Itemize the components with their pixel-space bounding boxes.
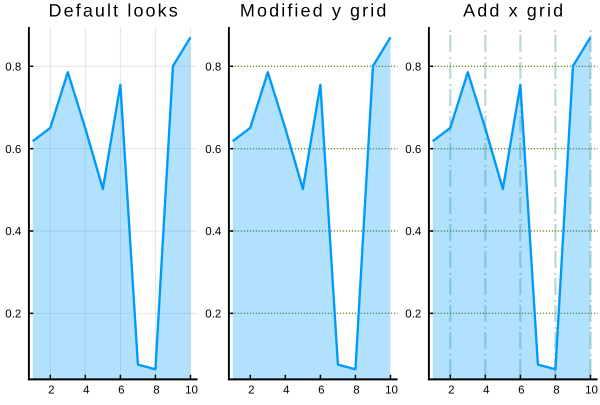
svg-text:Add x grid: Add x grid — [463, 1, 565, 21]
svg-text:4: 4 — [483, 385, 490, 397]
svg-text:6: 6 — [118, 385, 124, 397]
svg-text:2: 2 — [448, 385, 454, 397]
svg-text:0.6: 0.6 — [5, 144, 21, 156]
svg-text:2: 2 — [48, 385, 54, 397]
svg-text:6: 6 — [318, 385, 324, 397]
svg-text:0.2: 0.2 — [205, 308, 221, 320]
svg-text:0.8: 0.8 — [205, 61, 221, 73]
svg-text:10: 10 — [585, 385, 598, 397]
svg-text:8: 8 — [153, 385, 159, 397]
svg-text:0.2: 0.2 — [405, 308, 421, 320]
svg-text:0.8: 0.8 — [5, 61, 21, 73]
svg-text:0.8: 0.8 — [405, 61, 421, 73]
svg-text:2: 2 — [248, 385, 254, 397]
svg-text:10: 10 — [185, 385, 198, 397]
svg-text:4: 4 — [283, 385, 290, 397]
svg-text:0.4: 0.4 — [5, 226, 22, 238]
svg-text:8: 8 — [553, 385, 559, 397]
svg-text:0.4: 0.4 — [405, 226, 422, 238]
svg-text:Modified y grid: Modified y grid — [240, 1, 389, 21]
svg-text:4: 4 — [83, 385, 90, 397]
svg-text:0.4: 0.4 — [205, 226, 222, 238]
svg-text:10: 10 — [385, 385, 398, 397]
svg-text:8: 8 — [353, 385, 359, 397]
svg-text:Default looks: Default looks — [49, 1, 180, 21]
svg-text:0.2: 0.2 — [5, 308, 21, 320]
svg-text:0.6: 0.6 — [205, 144, 221, 156]
svg-text:0.6: 0.6 — [405, 144, 421, 156]
svg-text:6: 6 — [518, 385, 524, 397]
